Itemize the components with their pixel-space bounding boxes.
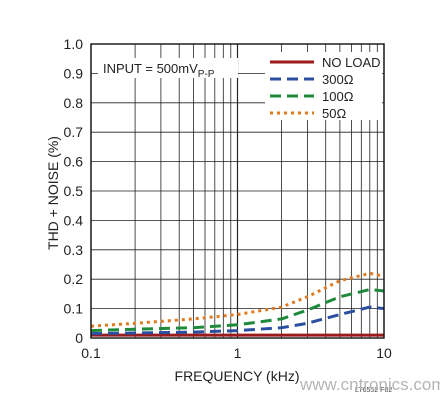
y-tick-label: 0 <box>75 330 83 346</box>
x-tick-labels: 0.1 1 10 <box>81 345 392 361</box>
watermark: www.cntronics.com <box>299 375 440 394</box>
x-axis-title: FREQUENCY (kHz) <box>175 368 300 384</box>
figure-id: LT6552 F02 <box>355 387 392 394</box>
series-line <box>90 288 385 333</box>
plot-frame <box>90 43 385 339</box>
y-tick-label: 0.6 <box>64 154 84 170</box>
legend-label: 50Ω <box>322 106 346 121</box>
y-tick-label: 0.7 <box>64 124 84 140</box>
series-group <box>90 271 385 337</box>
legend-label: 300Ω <box>322 72 354 87</box>
x-tick-label: 10 <box>376 345 392 361</box>
y-tick-label: 0.4 <box>64 212 84 228</box>
x-tick-label: 1 <box>234 345 242 361</box>
y-tick-label: 0.3 <box>64 242 84 258</box>
series-line <box>90 271 385 328</box>
y-tick-label: 0.9 <box>64 65 84 81</box>
series-line <box>90 305 385 336</box>
x-tick-label: 0.1 <box>81 345 101 361</box>
y-tick-label: 0.5 <box>64 183 84 199</box>
legend-label: NO LOAD <box>322 55 381 70</box>
legend-label: 100Ω <box>322 89 354 104</box>
y-tick-label: 0.8 <box>64 95 84 111</box>
input-annotation: INPUT = 500mVP-P <box>98 58 238 80</box>
y-tick-label: 0.1 <box>64 301 84 317</box>
svg-text:INPUT = 500mVP-P: INPUT = 500mVP-P <box>103 61 215 80</box>
y-tick-label: 1.0 <box>64 36 84 52</box>
y-axis-title: THD + NOISE (%) <box>45 136 61 250</box>
annotation-main: INPUT = 500mV <box>103 61 198 76</box>
annotation-subscript: P-P <box>198 69 215 80</box>
y-tick-labels: 0 0.1 0.2 0.3 0.4 0.5 0.6 0.7 0.8 0.9 1.0 <box>64 36 84 346</box>
y-tick-label: 0.2 <box>64 271 84 287</box>
legend: NO LOAD 300Ω 100Ω 50Ω <box>265 52 382 121</box>
